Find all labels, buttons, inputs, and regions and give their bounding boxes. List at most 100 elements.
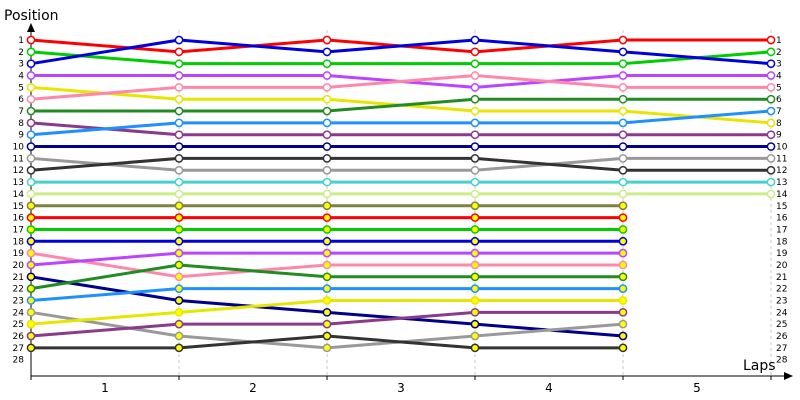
series-point [322,201,332,211]
series-point [26,83,36,92]
series-point [322,343,332,353]
series-point [26,71,36,80]
series-point [174,260,184,270]
series-point [618,94,628,104]
series-point [470,83,480,92]
series-point [26,260,36,270]
y-tick-label-right: 24 [776,308,788,318]
y-tick-label-left: 3 [18,60,24,70]
series-point [26,165,36,175]
y-tick-label-left: 12 [13,166,24,176]
series-line [29,38,773,66]
series-point [470,47,480,57]
series-point [174,47,184,57]
series-line [29,109,773,137]
series-point [174,118,184,128]
x-axis-title: Laps [743,358,776,374]
series-point [26,106,36,116]
series-point [470,130,480,140]
series-point [174,154,184,163]
series-point [322,248,332,258]
y-tick-label-right: 8 [776,119,782,129]
series-point [470,225,480,234]
series-markers [26,35,776,353]
series-point [26,59,36,69]
series-point [618,225,628,234]
y-tick-label-left: 6 [18,95,24,105]
series-point [470,272,480,282]
y-tick-label-right: 2 [776,48,782,58]
series-point [174,59,184,69]
y-tick-label-right: 25 [776,320,787,330]
series-point [322,307,332,317]
series-point [322,189,332,199]
series-point [618,307,628,317]
series-point [470,296,480,305]
series-point [470,260,480,270]
y-tick-label-right: 26 [776,332,788,342]
y-tick-label-right: 27 [776,344,787,354]
series-point [26,47,36,57]
series-point [26,319,36,329]
series-point [766,165,776,175]
series-point [766,189,776,199]
y-tick-label-left: 16 [13,214,25,224]
y-tick-label-left: 13 [13,178,24,188]
series-point [618,296,628,305]
y-tick-label-right: 14 [776,190,788,200]
series-point [322,130,332,140]
series-point [174,35,184,45]
y-tick-label-left: 10 [13,143,25,153]
series-point [322,225,332,234]
series-point [26,201,36,211]
series-point [322,284,332,293]
series-line [29,74,773,101]
y-tick-label-left: 19 [13,249,25,259]
y-tick-label-right: 7 [776,107,782,117]
series-point [174,201,184,211]
grid [30,30,772,380]
series-point [322,118,332,128]
y-tick-label-right: 10 [776,143,788,153]
series-point [322,260,332,270]
series-point [174,296,184,305]
series-point [470,154,480,163]
y-tick-label-left: 23 [13,296,24,306]
y-tick-label-left: 9 [18,131,24,141]
y-tick-label-left: 21 [13,273,24,283]
series-point [174,272,184,282]
series-point [618,71,628,80]
y-tick-label-left: 26 [13,332,25,342]
series-point [322,106,332,116]
series-point [470,343,480,353]
series-point [618,248,628,258]
series-point [174,213,184,222]
series-point [26,142,36,151]
series-point [322,71,332,80]
series-point [766,83,776,92]
y-tick-label-right: 12 [776,166,787,176]
series-point [322,272,332,282]
series-point [470,307,480,317]
y-tick-label-left: 14 [13,190,25,200]
series-point [618,284,628,293]
series-point [322,319,332,329]
series-point [618,59,628,69]
series-point [174,83,184,92]
series-point [766,59,776,69]
series-point [470,284,480,293]
series-point [322,83,332,92]
y-tick-label-right: 15 [776,202,787,212]
series-point [618,118,628,128]
series-point [174,284,184,293]
series-point [322,35,332,45]
series-point [618,177,628,187]
series-point [322,142,332,151]
y-tick-label-right: 1 [776,36,782,46]
series-point [618,154,628,163]
series-point [618,272,628,282]
y-tick-label-left: 27 [13,344,24,354]
series-point [766,106,776,116]
series-point [26,177,36,187]
